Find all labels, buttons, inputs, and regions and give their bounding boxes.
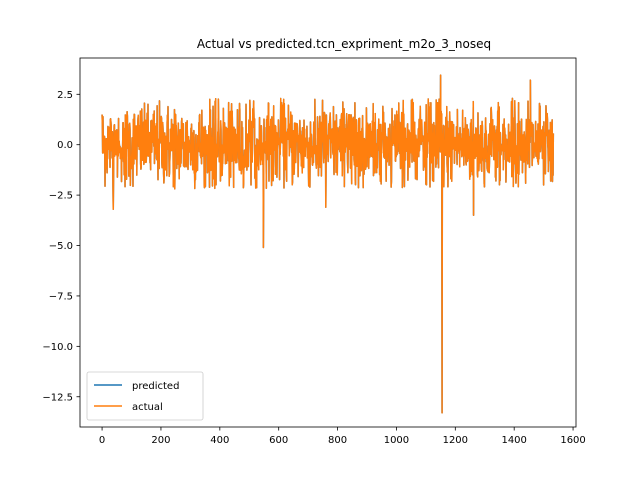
- x-tick-label: 800: [328, 435, 347, 446]
- x-tick-label: 600: [269, 435, 288, 446]
- y-tick-label: 0.0: [57, 140, 73, 151]
- chart-title: Actual vs predicted.tcn_expriment_m2o_3_…: [197, 37, 491, 51]
- legend: predicted actual: [86, 371, 204, 421]
- plot-lines: [101, 74, 555, 414]
- legend-label-predicted: predicted: [132, 381, 179, 392]
- x-tick-label: 400: [210, 435, 229, 446]
- x-tick-label: 1000: [384, 435, 409, 446]
- legend-box: [86, 371, 204, 421]
- series-line-actual: [101, 74, 555, 414]
- y-tick-label: −2.5: [49, 191, 73, 202]
- y-tick-label: −7.5: [49, 291, 73, 302]
- x-tick-label: 1400: [501, 435, 526, 446]
- y-tick-label: 2.5: [57, 90, 73, 101]
- x-tick-label: 200: [151, 435, 170, 446]
- y-tick-label: −12.5: [42, 392, 73, 403]
- y-tick-label: −10.0: [42, 342, 73, 353]
- x-tick-label: 0: [99, 435, 105, 446]
- x-tick-label: 1200: [443, 435, 468, 446]
- legend-label-actual: actual: [132, 402, 163, 413]
- y-tick-label: −5.0: [49, 241, 73, 252]
- y-axis: 2.5 0.0 −2.5 −5.0 −7.5 −10.0 −12.5: [42, 90, 80, 403]
- x-tick-label: 1600: [560, 435, 585, 446]
- x-axis: 0 200 400 600 800 1000 1200 1400 1600: [99, 427, 586, 446]
- axes-frame: [79, 57, 577, 428]
